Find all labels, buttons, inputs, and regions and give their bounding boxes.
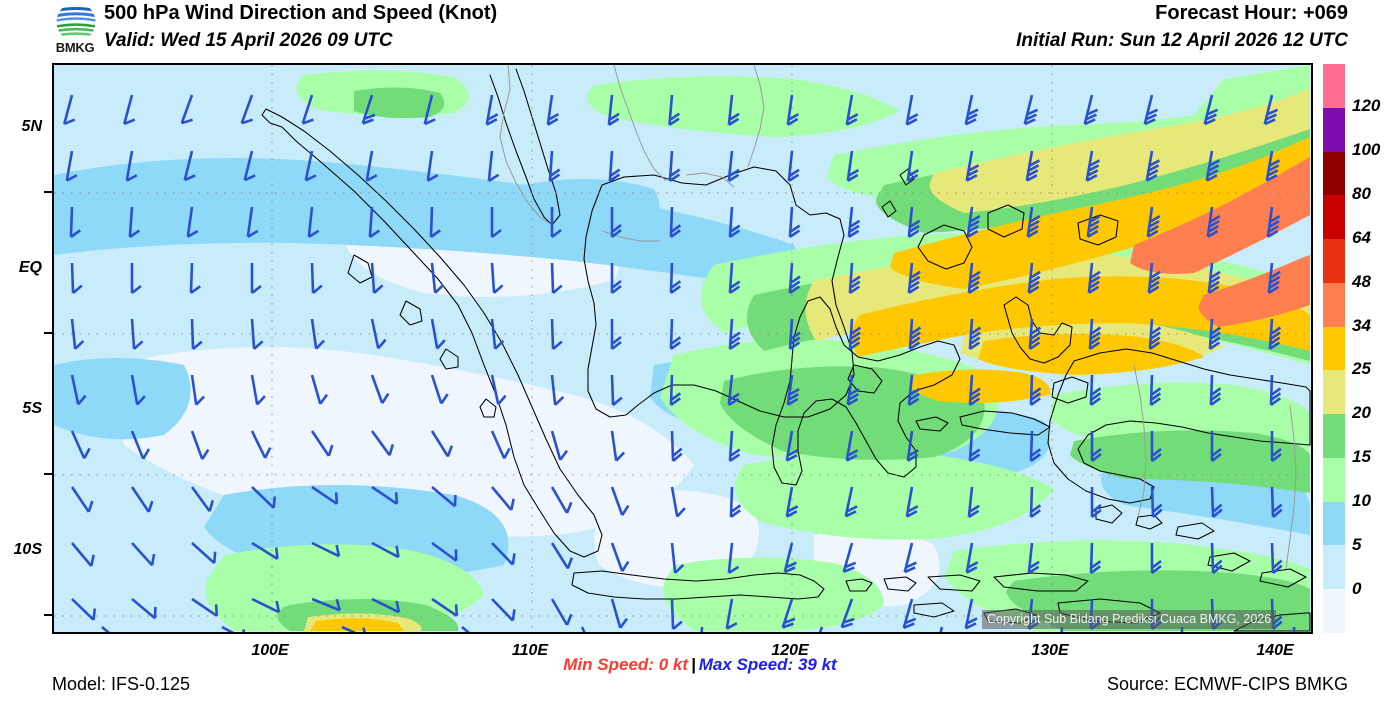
wind-barbs xyxy=(62,94,1304,632)
colorbar-label-0: 0 xyxy=(1352,579,1362,599)
colorbar-cell xyxy=(1323,282,1345,327)
colorbar-cell xyxy=(1323,414,1345,458)
bmkg-logo: BMKG xyxy=(46,2,104,58)
lat-label-10s: 10S xyxy=(13,541,42,558)
colorbar-cell xyxy=(1323,107,1345,152)
lat-label-eq: EQ xyxy=(18,259,42,276)
colorbar-cell xyxy=(1323,457,1345,502)
minmax-speed-readout: Min Speed: 0 kt | Max Speed: 39 kt xyxy=(0,655,1400,675)
wind-map-canvas xyxy=(54,65,1311,632)
wind-map[interactable]: Copyright Sub Bidang Prediksi Cuaca BMKG… xyxy=(52,63,1313,634)
speed-band-34-48 xyxy=(1130,157,1310,327)
lon-label-100e: 100E xyxy=(251,642,289,659)
valid-time-label: Valid: Wed 15 April 2026 09 UTC xyxy=(104,30,393,51)
colorbar-cell xyxy=(1323,64,1345,108)
colorbar-cell xyxy=(1323,195,1345,240)
colorbar-label-20: 20 xyxy=(1352,403,1371,423)
colorbar-cell xyxy=(1323,151,1345,196)
initial-run-label: Initial Run: Sun 12 April 2026 12 UTC xyxy=(1016,30,1348,51)
page-title: 500 hPa Wind Direction and Speed (Knot) xyxy=(104,2,498,24)
minmax-separator: | xyxy=(690,655,696,674)
colorbar-label-64: 64 xyxy=(1352,227,1371,247)
model-label: Model: IFS-0.125 xyxy=(52,674,191,694)
lon-label-120e: 120E xyxy=(771,642,809,659)
chart-header: BMKG 500 hPa Wind Direction and Speed (K… xyxy=(0,0,1400,60)
lat-label-5n: 5N xyxy=(21,118,42,135)
colorbar-label-15: 15 xyxy=(1352,447,1371,467)
colorbar-label-25: 25 xyxy=(1352,359,1371,379)
colorbar-label-80: 80 xyxy=(1352,183,1371,203)
speed-band-25-34 xyxy=(310,137,1310,631)
source-label: Source: ECMWF-CIPS BMKG xyxy=(1106,674,1348,694)
lat-tick-5n xyxy=(44,191,52,193)
speed-colorbar[interactable] xyxy=(1322,63,1346,634)
colorbar-label-34: 34 xyxy=(1352,315,1371,335)
colorbar-label-100: 100 xyxy=(1352,139,1381,159)
lon-label-110e: 110E xyxy=(511,642,549,659)
lat-tick-5s xyxy=(44,473,52,475)
lon-label-140e: 140E xyxy=(1256,642,1294,659)
bmkg-logo-mark xyxy=(56,2,96,42)
forecast-hour-label: Forecast Hour: +069 xyxy=(1155,2,1348,24)
colorbar-cell xyxy=(1323,239,1345,283)
bmkg-logo-text: BMKG xyxy=(55,40,95,55)
lat-tick-10s xyxy=(44,614,52,616)
min-speed-label: Min Speed: 0 kt xyxy=(563,655,688,674)
max-speed-label: Max Speed: 39 kt xyxy=(698,655,837,674)
copyright-watermark: Copyright Sub Bidang Prediksi Cuaca BMKG… xyxy=(982,610,1277,629)
colorbar-cell xyxy=(1323,589,1345,633)
country-borders xyxy=(499,65,1297,570)
lon-label-130e: 130E xyxy=(1031,642,1069,659)
colorbar-label-5: 5 xyxy=(1352,535,1362,555)
colorbar-cell xyxy=(1323,501,1345,546)
colorbar-cell xyxy=(1323,545,1345,590)
colorbar-cell xyxy=(1323,370,1345,415)
colorbar-label-120: 120 xyxy=(1352,95,1381,115)
colorbar-label-48: 48 xyxy=(1352,271,1371,291)
colorbar-cell xyxy=(1323,326,1345,371)
lat-tick-eq xyxy=(44,332,52,334)
lat-label-5s: 5S xyxy=(22,400,42,417)
colorbar-label-10: 10 xyxy=(1352,491,1371,511)
